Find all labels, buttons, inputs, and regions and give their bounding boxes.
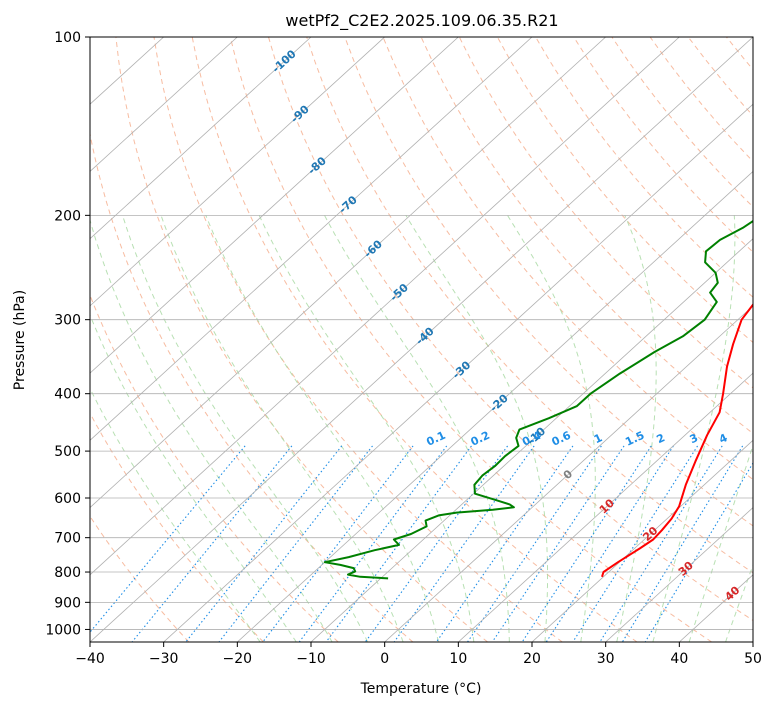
moist-adiabats (90, 215, 753, 642)
moist-adiabat-line (90, 218, 333, 642)
mixing-ratio-line (364, 445, 509, 642)
moist-adiabat-line (616, 215, 657, 642)
moist-adiabat-line (90, 313, 297, 642)
isotherm-line (458, 372, 753, 642)
x-tick-label: −30 (149, 651, 179, 667)
x-axis: −40 −30 −20 −10 0 10 20 30 40 50 (75, 642, 762, 667)
moist-adiabat-line (688, 443, 753, 642)
y-tick-label: 500 (54, 444, 81, 460)
dry-adiabat-line (268, 37, 753, 622)
moist-adiabat-line (258, 215, 475, 642)
mixing-ratio-line (545, 445, 674, 642)
isotherm-line (90, 37, 238, 172)
y-tick-label: 100 (54, 30, 81, 46)
moist-adiabat-line (205, 215, 439, 642)
x-tick-label: 50 (744, 651, 762, 667)
isotherm-line (90, 37, 753, 642)
dry-adiabat-line (496, 37, 753, 344)
x-tick-label: 10 (449, 651, 467, 667)
y-tick-label: 600 (54, 491, 81, 507)
dry-adiabat-line (306, 37, 753, 574)
pressure-gridlines (90, 37, 753, 630)
y-axis-label: Pressure (hPa) (12, 290, 28, 390)
moist-adiabat-line (405, 215, 548, 642)
isotherm-line (90, 37, 312, 240)
moist-adiabat-line (652, 215, 736, 642)
moist-adiabat-line (122, 215, 369, 642)
y-tick-label: 900 (54, 595, 81, 611)
moist-adiabat-line (725, 563, 753, 642)
dry-adiabat-line (153, 37, 563, 642)
isotherms (90, 37, 753, 642)
dewpoint-profile-line (323, 219, 753, 580)
mixing-ratio-line (185, 445, 343, 642)
mixing-ratio-line (262, 445, 414, 642)
mixing-ratio-line (298, 445, 448, 642)
x-tick-label: 20 (523, 651, 541, 667)
dry-adiabat-line (458, 37, 753, 389)
isotherm-line (163, 103, 753, 642)
isotherm-line (310, 238, 753, 642)
y-tick-label: 1000 (45, 622, 81, 638)
mixing-ratio-line (393, 445, 535, 642)
mixing-ratio-line (491, 445, 625, 642)
y-tick-label: 200 (54, 208, 81, 224)
moist-adiabat-line (324, 215, 510, 642)
y-tick-label: 300 (54, 313, 81, 329)
x-tick-label: 40 (670, 651, 688, 667)
x-tick-label: 0 (380, 651, 389, 667)
mixing-ratio-line (218, 445, 373, 642)
x-tick-label: −20 (223, 651, 253, 667)
moist-adiabat-line (507, 215, 596, 642)
x-axis-label: Temperature (°C) (360, 681, 482, 697)
temperature-profile-line (601, 303, 753, 578)
y-tick-label: 800 (54, 565, 81, 581)
isotherm-line (605, 507, 753, 642)
plot-area: -100-90-80-70-60-50-40-30-20-10010203040… (90, 37, 753, 642)
isotherm-line (237, 170, 753, 642)
mixing-ratio-line (90, 445, 246, 634)
profile-series (323, 219, 753, 580)
y-tick-label: 400 (54, 387, 81, 403)
mixing-ratio-lines (90, 445, 753, 642)
plot-frame (89, 36, 754, 643)
isotherm-line (90, 37, 533, 441)
chart-title: wetPf2_C2E2.2025.109.06.35.R21 (285, 11, 558, 31)
mixing-ratio-line (572, 445, 699, 642)
dry-adiabat-line (90, 293, 339, 642)
mixing-ratio-line (325, 445, 472, 642)
x-tick-label: 30 (597, 651, 615, 667)
isotherm-line (384, 305, 753, 642)
mixing-ratio-line (521, 445, 652, 642)
y-axis: 100 200 300 400 500 600 700 800 900 1000 (45, 30, 90, 638)
dry-adiabat-line (191, 37, 638, 642)
isotherm-line (90, 37, 385, 307)
isotherm-line (90, 37, 606, 509)
x-tick-label: −10 (296, 651, 326, 667)
mixing-ratio-line (599, 445, 723, 642)
dry-adiabat-line (229, 37, 712, 642)
moist-adiabat-line (90, 387, 261, 642)
isotherm-line (531, 439, 753, 642)
dry-adiabat-line (90, 412, 264, 642)
isotherm-line (90, 37, 680, 576)
dry-adiabat-line (115, 37, 488, 642)
isotherm-line (90, 37, 459, 374)
dry-adiabat-line (90, 515, 190, 642)
y-tick-label: 700 (54, 531, 81, 547)
x-tick-label: −40 (75, 651, 105, 667)
moist-adiabat-line (160, 215, 404, 642)
